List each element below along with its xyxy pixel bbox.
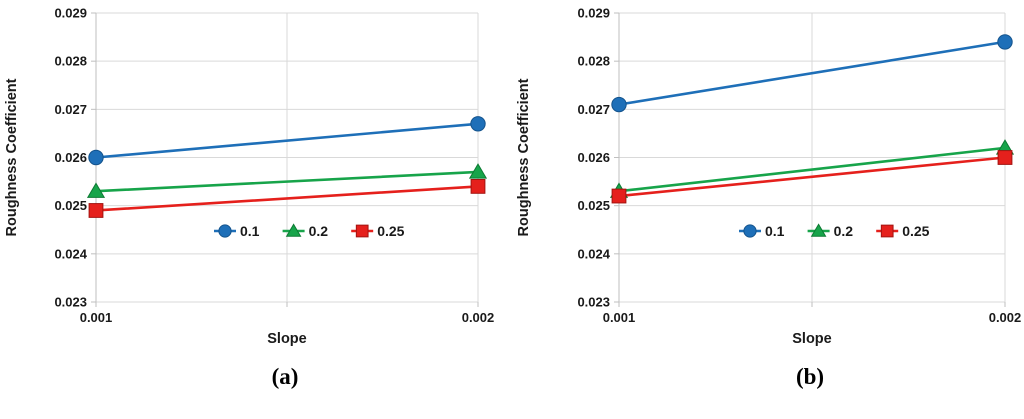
series-line-0.25 xyxy=(94,185,480,212)
y-tick-label: 0.023 xyxy=(54,295,87,310)
data-point-marker-0.1 xyxy=(470,116,486,132)
legend-marker-0.1 xyxy=(743,224,757,238)
data-point-marker-0.2 xyxy=(86,182,106,198)
legend: 0.1 0.2 0.25 xyxy=(739,223,930,239)
legend-label-0.1: 0.1 xyxy=(765,223,785,239)
y-tick-label: 0.026 xyxy=(54,150,87,165)
legend-label-0.25: 0.25 xyxy=(377,223,404,239)
y-tick-label: 0.027 xyxy=(577,102,610,117)
legend-marker-0.25 xyxy=(355,224,369,238)
panel-a-caption: (a) xyxy=(271,364,299,389)
legend-marker-0.25 xyxy=(880,224,894,238)
legend-marker-0.2 xyxy=(285,223,302,237)
panel-a: 0.023 0.024 0.025 0.026 0.027 0.028 0.029 0.001… xyxy=(0,0,512,389)
y-tick-label: 0.029 xyxy=(577,6,610,21)
data-point-marker-0.25 xyxy=(470,179,486,194)
y-axis-title: Roughness Coefficient xyxy=(4,78,20,236)
x-tick-label: 0.002 xyxy=(989,310,1022,325)
series-line-0.1 xyxy=(617,40,1007,106)
y-tick-label: 0.024 xyxy=(577,246,610,261)
y-tick-label: 0.025 xyxy=(577,198,610,213)
legend-label-0.1: 0.1 xyxy=(240,223,260,239)
legend-marker-0.2 xyxy=(810,223,827,237)
x-tick-label: 0.001 xyxy=(80,310,113,325)
y-tick-label: 0.027 xyxy=(54,102,87,117)
series-line-0.2 xyxy=(617,146,1007,193)
series-line-0.25 xyxy=(617,156,1007,198)
line-chart-a: 0.023 0.024 0.025 0.026 0.027 0.028 0.029 0.001… xyxy=(4,6,495,348)
legend-label-0.25: 0.25 xyxy=(902,223,929,239)
y-tick-label: 0.025 xyxy=(54,198,87,213)
x-tick-label: 0.001 xyxy=(603,310,636,325)
legend: 0.1 0.2 0.25 xyxy=(214,223,405,239)
y-tick-label: 0.028 xyxy=(577,54,610,69)
legend-label-0.2: 0.2 xyxy=(309,223,329,239)
data-point-marker-0.1 xyxy=(88,149,104,166)
y-axis-title: Roughness Coefficient xyxy=(516,78,532,236)
y-tick-label: 0.029 xyxy=(54,6,87,21)
line-chart-b: 0.023 0.024 0.025 0.026 0.027 0.028 0.029 0.001… xyxy=(516,6,1022,348)
data-point-marker-0.25 xyxy=(997,150,1013,165)
x-axis-title: Slope xyxy=(267,331,306,347)
x-axis-title: Slope xyxy=(792,331,831,347)
panel-b: 0.023 0.024 0.025 0.026 0.027 0.028 0.029 0.001… xyxy=(512,0,1024,389)
y-tick-label: 0.028 xyxy=(54,54,87,69)
y-tick-label: 0.024 xyxy=(54,246,87,261)
series-line-0.1 xyxy=(94,122,480,159)
legend-label-0.2: 0.2 xyxy=(834,223,854,239)
data-point-marker-0.25 xyxy=(88,203,104,218)
y-tick-label: 0.023 xyxy=(577,295,610,310)
series-line-0.2 xyxy=(94,170,480,193)
panel-b-caption: (b) xyxy=(795,364,825,389)
x-tick-label: 0.002 xyxy=(462,310,495,325)
legend-marker-0.1 xyxy=(218,224,232,238)
data-point-marker-0.25 xyxy=(611,188,627,204)
data-point-marker-0.1 xyxy=(997,34,1013,50)
data-point-marker-0.2 xyxy=(468,163,488,179)
data-point-marker-0.1 xyxy=(611,96,627,113)
y-tick-label: 0.026 xyxy=(577,150,610,165)
two-panel-figure: 0.023 0.024 0.025 0.026 0.027 0.028 0.029 0.001… xyxy=(0,0,1024,389)
